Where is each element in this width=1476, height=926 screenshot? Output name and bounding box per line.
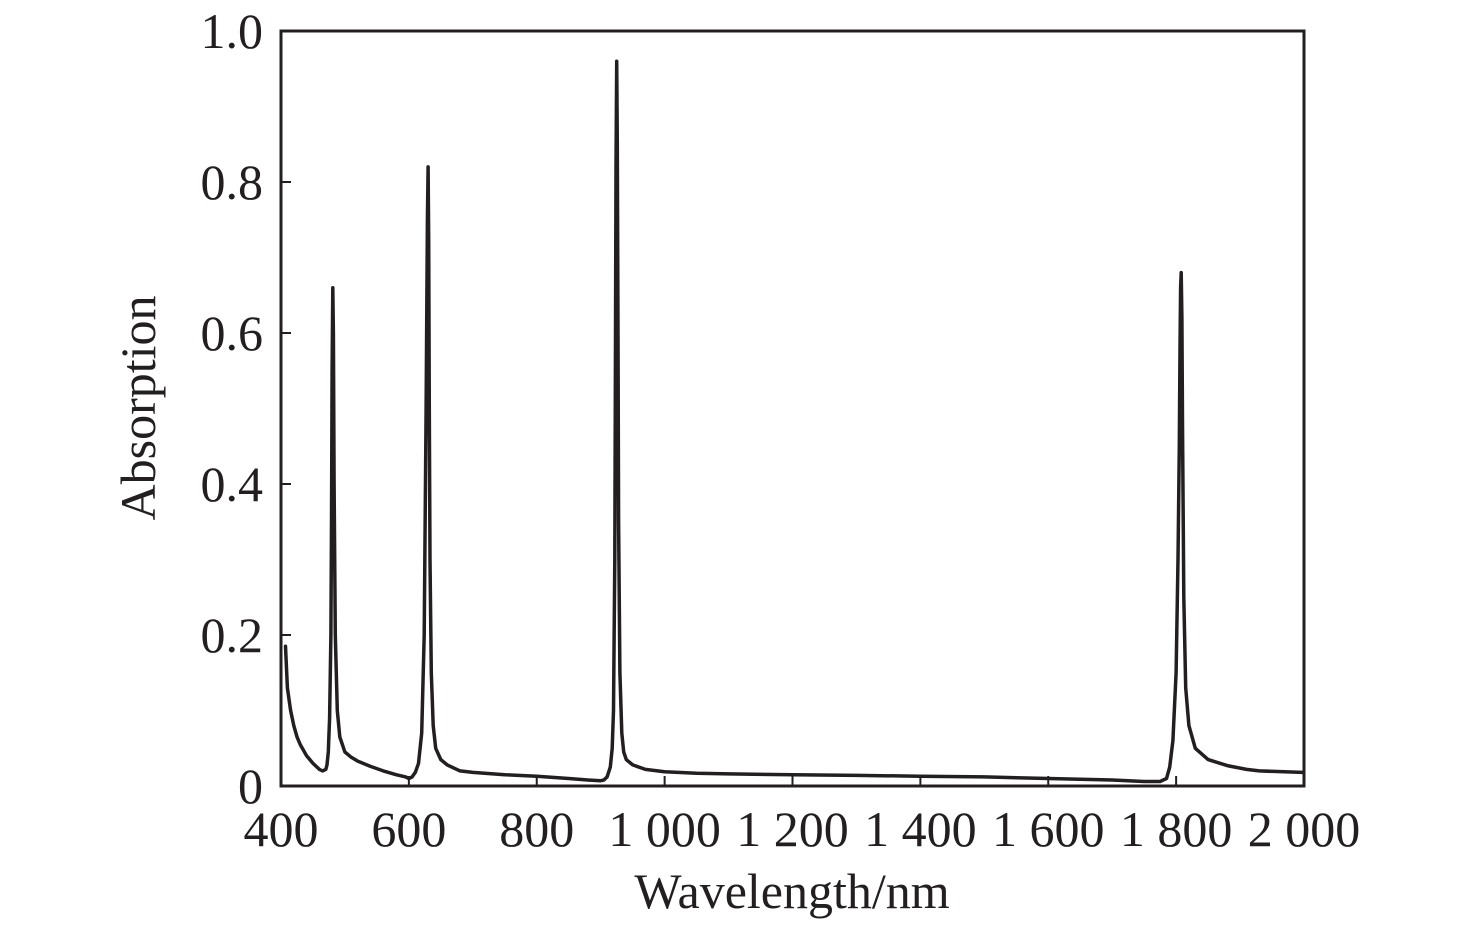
plot-frame (279, 29, 1306, 788)
x-tick-label: 1 000 (608, 801, 721, 857)
x-axis-label: Wavelength/nm (634, 863, 949, 919)
y-tick-label: 0.2 (201, 607, 264, 663)
x-tick-label: 1 400 (864, 801, 977, 857)
x-tick-label: 600 (371, 801, 446, 857)
series-line (283, 59, 1304, 784)
y-tick-label: 0.8 (201, 154, 264, 210)
y-axis-label: Absorption (110, 296, 166, 521)
y-tick-label: 0.4 (201, 456, 264, 512)
y-tick-label: 0 (238, 758, 263, 814)
x-tick-label: 1 800 (1120, 801, 1233, 857)
x-tick-label: 1 600 (992, 801, 1105, 857)
x-tick-label: 1 200 (736, 801, 849, 857)
y-tick-label: 0.6 (201, 305, 264, 361)
x-tick-label: 800 (499, 801, 574, 857)
series-group (283, 59, 1304, 784)
x-axis-ticks: 400 600 800 1 000 1 200 1 400 1 600 1 800 2 000 (244, 776, 1361, 857)
x-tick-label: 400 (244, 801, 319, 857)
x-tick-label: 2 000 (1248, 801, 1361, 857)
y-tick-label: 1.0 (201, 3, 264, 59)
y-axis-ticks: 0 0.2 0.4 0.6 0.8 1.0 (201, 3, 291, 814)
